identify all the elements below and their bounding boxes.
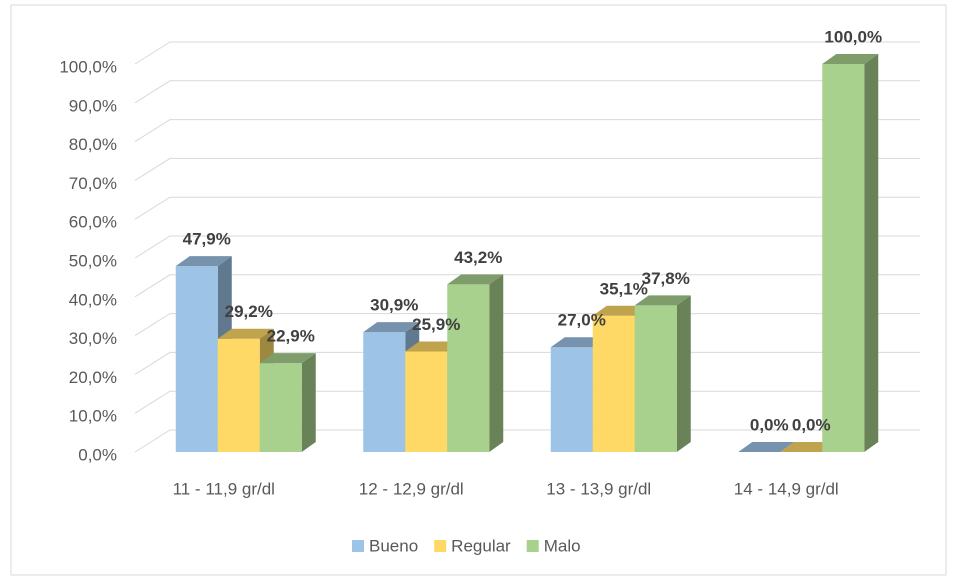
y-tick-label: 30,0% [69, 329, 117, 348]
x-tick-label: 14 - 14,9 gr/dl [734, 479, 839, 498]
bar [592, 315, 635, 452]
value-label: 27,0% [558, 311, 606, 330]
value-label: 43,2% [454, 248, 502, 267]
bar [447, 284, 490, 452]
bar-top [259, 353, 316, 364]
value-label: 35,1% [600, 279, 648, 298]
bar-top [363, 322, 420, 333]
value-label: 30,9% [370, 296, 418, 315]
legend-label: Malo [544, 536, 581, 555]
bar-side [864, 54, 879, 452]
value-label: 22,9% [267, 327, 315, 346]
y-tick-label: 20,0% [69, 368, 117, 387]
bar-top [447, 274, 504, 285]
y-tick-label: 80,0% [69, 135, 117, 154]
value-label: 37,8% [642, 269, 690, 288]
grid-line [134, 41, 920, 65]
legend-swatch [352, 540, 364, 552]
x-tick-label: 12 - 12,9 gr/dl [359, 479, 464, 498]
bar [259, 363, 302, 452]
legend-swatch [434, 540, 447, 552]
bar-side [489, 274, 504, 452]
grid-line [134, 274, 920, 298]
bar [175, 266, 218, 452]
bar [634, 305, 677, 452]
bar-top [634, 295, 691, 306]
grid-line [134, 119, 920, 143]
legend-label: Regular [451, 536, 511, 555]
bar [363, 332, 406, 452]
legend-swatch [526, 540, 539, 552]
bar-side [676, 295, 691, 452]
y-tick-label: 10,0% [69, 407, 117, 426]
value-label: 47,9% [183, 230, 231, 249]
value-label: 0,0% [792, 415, 831, 434]
y-tick-label: 0,0% [78, 445, 117, 464]
x-tick-label: 13 - 13,9 gr/dl [546, 479, 651, 498]
grid-line [134, 235, 920, 259]
bar-top [822, 54, 879, 64]
x-tick-label: 11 - 11,9 gr/dl [173, 479, 275, 498]
bar [217, 338, 260, 452]
bar [405, 351, 448, 452]
bar [550, 347, 593, 452]
bar-top [217, 328, 274, 339]
bar-side [301, 353, 316, 452]
bar [822, 64, 865, 452]
value-label: 0,0% [750, 415, 789, 434]
value-label: 29,2% [225, 302, 273, 321]
y-tick-label: 90,0% [69, 96, 117, 115]
y-tick-label: 100,0% [59, 57, 117, 76]
y-tick-label: 50,0% [69, 251, 117, 270]
grid-line [134, 80, 920, 104]
y-tick-label: 40,0% [69, 290, 117, 309]
legend-label: Bueno [369, 536, 418, 555]
value-label: 100,0% [824, 27, 882, 46]
bar-top [738, 442, 795, 452]
grid-line [134, 196, 920, 220]
grid-line [134, 157, 920, 181]
y-tick-label: 60,0% [69, 213, 117, 232]
value-label: 25,9% [412, 315, 460, 334]
bar-top [175, 256, 232, 267]
y-tick-label: 70,0% [69, 174, 117, 193]
